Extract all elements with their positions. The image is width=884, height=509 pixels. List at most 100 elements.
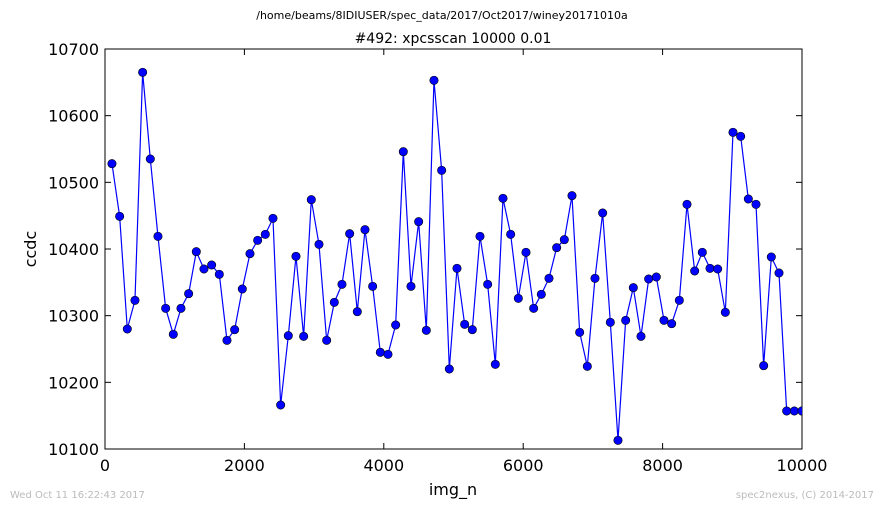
data-point [398, 147, 408, 157]
data-point [322, 335, 332, 345]
data-point [452, 263, 462, 273]
data-point [414, 217, 424, 227]
data-point [230, 325, 240, 335]
footer-credit: spec2nexus, (C) 2014-2017 [736, 490, 874, 501]
data-point [291, 251, 301, 261]
x-tick-label: 0 [100, 456, 110, 475]
data-point [598, 208, 608, 218]
data-point [260, 229, 270, 239]
data-point [559, 235, 569, 245]
data-point [490, 359, 500, 369]
data-point [145, 154, 155, 164]
data-point [483, 279, 493, 289]
series-line [111, 72, 802, 441]
data-point [115, 211, 125, 221]
data-point [437, 165, 447, 175]
data-point [245, 249, 255, 259]
y-tick-label: 10700 [48, 40, 99, 59]
data-point [651, 272, 661, 282]
data-point [575, 327, 585, 337]
y-tick-label: 10100 [48, 440, 99, 459]
data-point [659, 315, 669, 325]
data-point [107, 159, 117, 169]
data-point [628, 283, 638, 293]
data-point [667, 319, 677, 329]
data-point [299, 331, 309, 341]
data-point [306, 195, 316, 205]
footer-timestamp: Wed Oct 11 16:22:43 2017 [10, 490, 145, 501]
x-axis-label: img_n [429, 480, 477, 500]
chart-title: #492: xpcsscan 10000 0.01 [355, 31, 552, 47]
data-point [529, 303, 539, 313]
data-point [743, 194, 753, 204]
data-point [467, 325, 477, 335]
data-point [253, 235, 263, 245]
data-point [268, 213, 278, 223]
data-point [590, 273, 600, 283]
data-point [329, 297, 339, 307]
data-point [690, 266, 700, 276]
data-point [797, 406, 802, 416]
x-tick-label: 2000 [224, 456, 265, 475]
y-tick-label: 10300 [48, 307, 99, 326]
y-tick-label: 10600 [48, 107, 99, 126]
data-point [460, 319, 470, 329]
data-point [682, 199, 692, 209]
data-point [567, 191, 577, 201]
data-point [720, 307, 730, 317]
y-tick-label: 10400 [48, 240, 99, 259]
data-point [713, 264, 723, 274]
data-point [582, 361, 592, 371]
data-point [421, 325, 431, 335]
data-point [636, 331, 646, 341]
data-point [168, 329, 178, 339]
data-point [513, 293, 523, 303]
data-point [207, 260, 217, 270]
x-tick-label: 4000 [363, 456, 404, 475]
data-point [276, 400, 286, 410]
data-point [644, 274, 654, 284]
data-point [728, 127, 738, 137]
data-point [138, 67, 148, 77]
plot-area: 0 2000 4000 6000 8000 10000 10100 10200 10300 104… [48, 40, 827, 475]
x-tick-label: 8000 [642, 456, 683, 475]
series-group [107, 67, 802, 445]
data-point [191, 247, 201, 257]
data-point [774, 268, 784, 278]
data-point [130, 295, 140, 305]
data-point [122, 324, 132, 334]
data-point [613, 435, 623, 445]
data-point [605, 317, 615, 327]
data-point [161, 303, 171, 313]
data-point [521, 247, 531, 257]
x-tick-label: 6000 [503, 456, 544, 475]
data-point [345, 229, 355, 239]
data-point [352, 307, 362, 317]
y-axis-label: ccdc [21, 231, 40, 268]
data-point [283, 331, 293, 341]
data-point [621, 315, 631, 325]
data-point [498, 193, 508, 203]
data-point [552, 243, 562, 253]
data-point [314, 239, 324, 249]
data-point [406, 281, 416, 291]
data-point [375, 347, 385, 357]
data-point [751, 199, 761, 209]
data-point [368, 281, 378, 291]
x-tick-label: 10000 [777, 456, 828, 475]
data-point [782, 406, 792, 416]
data-point [705, 263, 715, 273]
y-tick-label: 10500 [48, 173, 99, 192]
data-point [199, 264, 209, 274]
data-point [222, 335, 232, 345]
data-point [176, 303, 186, 313]
data-point [237, 284, 247, 294]
data-point [444, 364, 454, 374]
data-point [766, 252, 776, 262]
data-point [337, 279, 347, 289]
data-point [475, 231, 485, 241]
data-point [544, 273, 554, 283]
plot-frame [104, 48, 803, 450]
data-point [789, 406, 799, 416]
